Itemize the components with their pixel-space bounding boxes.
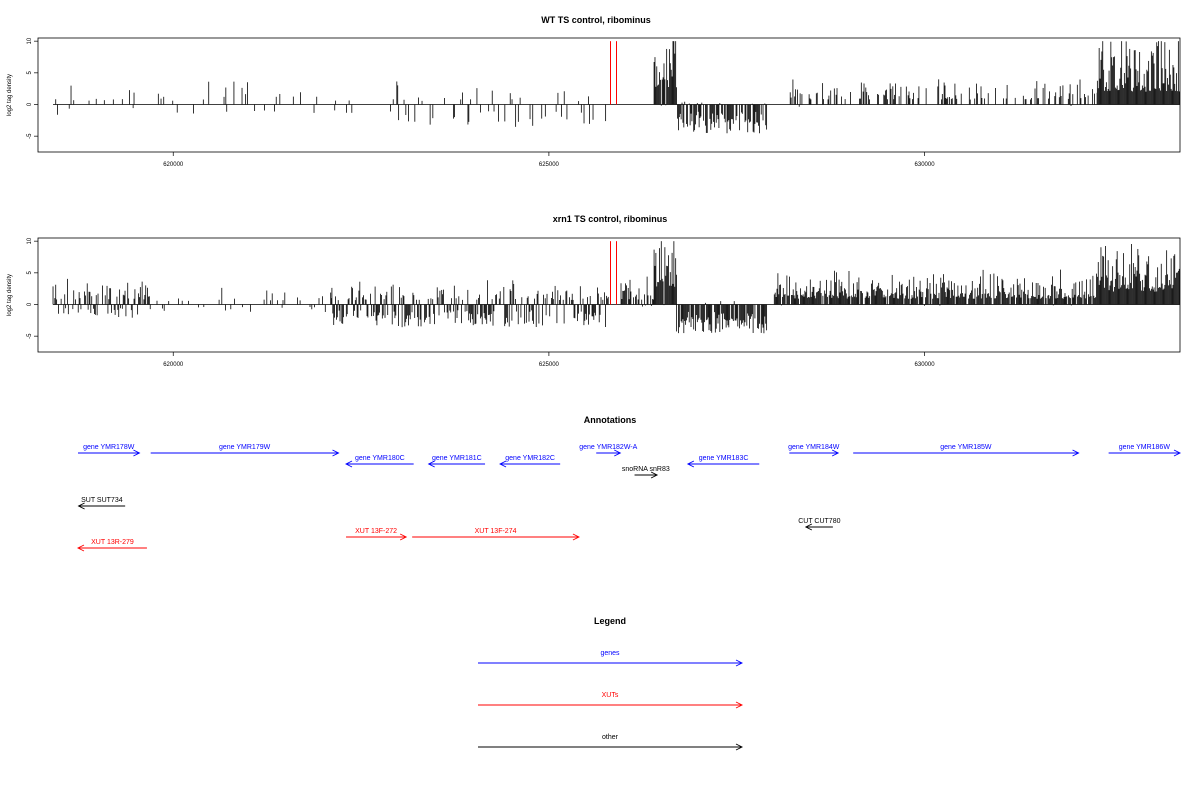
annotation-arrow (150, 449, 340, 457)
legend-title: Legend (594, 616, 626, 626)
annotation-arrow (789, 449, 840, 457)
xrn1-marker-lines (610, 241, 618, 305)
annotation-label: XUT 13F-274 (475, 528, 517, 535)
legend: genes XUTs other (478, 650, 744, 751)
y-tick-label: -5 (27, 133, 33, 139)
legend-arrow-xut (478, 701, 744, 709)
wt-marker-lines (610, 41, 618, 105)
wt-bars (55, 41, 1180, 134)
wt-plot-frame (37, 37, 1181, 153)
annotation-label: gene YMR180C (355, 455, 405, 462)
legend-label: other (602, 734, 619, 741)
annotation-label: gene YMR182C (505, 455, 555, 462)
xrn1-y-axis-label: log2 tag density (7, 274, 13, 316)
annotation-arrow (634, 471, 659, 479)
annotation-arrow (686, 460, 760, 468)
xrn1-track-panel: xrn1 TS control, ribominus log2 tag dens… (7, 214, 1181, 368)
annotation-arrow (499, 460, 561, 468)
xrn1-bars (52, 241, 1180, 334)
y-tick-label: 10 (27, 37, 33, 44)
y-tick-label: 5 (27, 271, 33, 275)
legend-label: XUTs (602, 692, 619, 699)
annotation-arrow (345, 460, 414, 468)
y-tick-label: 0 (27, 302, 33, 306)
annotation-label: gene YMR181C (432, 455, 482, 462)
x-tick-label: 625000 (539, 162, 560, 168)
annotation-label: gene YMR184W (788, 444, 840, 451)
annotation-arrow (346, 533, 408, 541)
y-tick-label: 0 (27, 102, 33, 106)
annotation-arrow (77, 502, 126, 510)
annotation-label: XUT 13R-279 (91, 539, 134, 546)
y-tick-label: 5 (27, 71, 33, 75)
annotation-label: CUT CUT780 (798, 518, 840, 525)
annotation-arrow (78, 449, 141, 457)
xrn1-plot-frame (37, 237, 1181, 353)
annotation-arrow (427, 460, 486, 468)
annotation-label: gene YMR186W (1119, 444, 1171, 451)
annotation-arrow (853, 449, 1080, 457)
annotation-arrow (596, 449, 622, 457)
annotation-track: gene YMR178W gene YMR179W gene YMR180C gene… (76, 444, 1182, 552)
x-tick-label: 625000 (539, 362, 560, 368)
legend-label: genes (600, 650, 620, 657)
y-tick-label: 10 (27, 237, 33, 244)
wt-y-axis-label: log2 tag density (7, 74, 13, 116)
wt-track-panel: WT TS control, ribominus log2 tag densit… (7, 15, 1181, 168)
annotation-arrow (804, 523, 833, 531)
annotation-label: gene YMR178W (83, 444, 135, 451)
x-tick-label: 630000 (915, 362, 936, 368)
annotation-label: SUT SUT734 (81, 497, 123, 504)
xrn1-track-title: xrn1 TS control, ribominus (553, 214, 668, 224)
x-tick-label: 620000 (163, 362, 184, 368)
annotation-arrow (412, 533, 580, 541)
y-tick-label: -5 (27, 333, 33, 339)
annotation-label: gene YMR182W-A (579, 444, 637, 451)
legend-arrow-other (478, 743, 744, 751)
annotation-arrow (1108, 449, 1182, 457)
annotation-label: XUT 13F-272 (355, 528, 397, 535)
x-tick-label: 630000 (915, 162, 936, 168)
annotation-arrow (76, 544, 147, 552)
legend-arrow-gene (478, 659, 744, 667)
annotations-title: Annotations (584, 415, 637, 425)
wt-track-title: WT TS control, ribominus (541, 15, 651, 25)
annotation-label: gene YMR183C (699, 455, 749, 462)
x-tick-label: 620000 (163, 162, 184, 168)
annotation-label: snoRNA snR83 (622, 466, 670, 473)
annotation-label: gene YMR179W (219, 444, 271, 451)
annotation-label: gene YMR185W (940, 444, 992, 451)
